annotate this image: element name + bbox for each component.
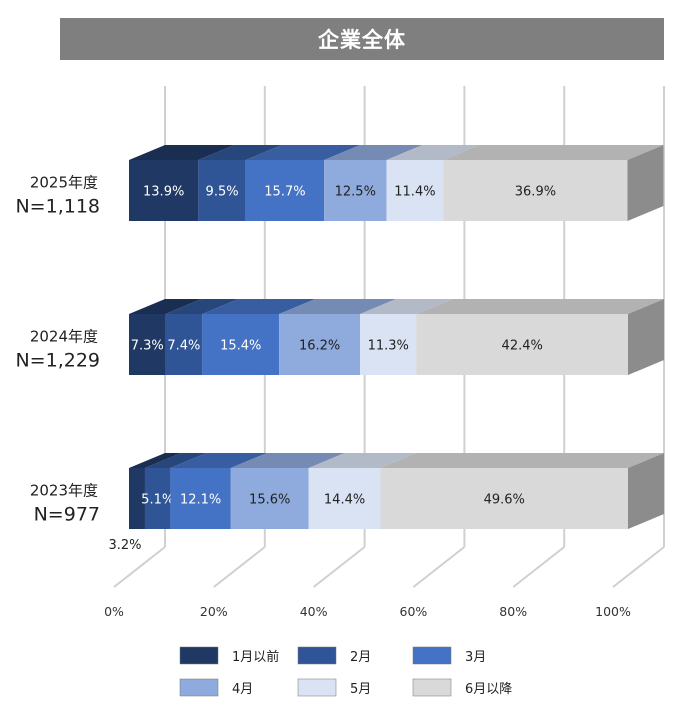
data-label: 7.3% [131, 339, 164, 354]
bar-segment [380, 468, 628, 529]
legend-swatch [179, 646, 219, 665]
bar-top-face [129, 145, 235, 160]
legend-label: 5月 [350, 682, 371, 697]
data-label: 15.6% [249, 493, 290, 508]
bar-top-face [129, 299, 202, 314]
data-label: 11.4% [394, 185, 435, 200]
gridline-floor [312, 546, 366, 588]
bar-top-face [386, 145, 480, 160]
legend-swatch [412, 678, 452, 697]
bar-top-face [416, 299, 664, 314]
gridline-floor [213, 546, 266, 588]
legend-label: 4月 [232, 682, 253, 697]
category-year-label: 2023年度 [30, 482, 98, 500]
bar-segment [198, 160, 246, 221]
bar-segment [324, 160, 387, 221]
chart-title: 企業全体 [60, 18, 664, 60]
category-n-label: N=1,229 [15, 350, 100, 372]
gridline-floor [113, 546, 166, 588]
bar-top-face [170, 453, 267, 468]
legend-label: 1月以前 [232, 649, 279, 665]
bar-top-face [202, 299, 316, 314]
bar-segment [129, 468, 145, 529]
legend: 1月以前 2月 3月 4月 5月 6月以降 [179, 646, 512, 697]
x-tick-label: 40% [300, 604, 328, 619]
data-label: 15.4% [220, 339, 261, 354]
bar-segment [144, 468, 171, 529]
bar-top-face [360, 299, 453, 314]
gridline-floor [612, 546, 665, 588]
bar-segment [129, 314, 166, 375]
data-label: 5.1% [141, 493, 174, 508]
data-label: 12.5% [335, 185, 376, 200]
legend-swatch [412, 646, 452, 665]
data-label: 49.6% [484, 493, 525, 508]
category-labels: 2025年度 N=1,118 2024年度 N=1,229 2023年度 N=977 [15, 174, 100, 526]
bar-top-face [245, 145, 361, 160]
data-label: 11.3% [368, 339, 409, 354]
data-label: 13.9% [143, 185, 184, 200]
legend-swatch [297, 678, 337, 697]
bar-segment [165, 314, 203, 375]
x-axis-ticks: 0% 20% 40% 60% 80% 100% [104, 604, 631, 619]
bars: 13.9% 9.5% 15.7% 12.5% 11.4% 36.9% 7.3% 7.4% 15.… [108, 145, 664, 553]
legend-swatch [179, 678, 219, 697]
x-tick-label: 20% [200, 604, 228, 619]
bar-top-face [380, 453, 664, 468]
bar-end-face [627, 145, 664, 221]
x-tick-label: 80% [499, 604, 527, 619]
bar-top-face [230, 453, 345, 468]
bar-segment [416, 314, 628, 375]
bar-top-face [279, 299, 397, 314]
category-year-label: 2025年度 [30, 174, 98, 192]
bar-top-face [129, 453, 181, 468]
bar-segment [443, 160, 628, 221]
bar-segment [279, 314, 361, 375]
gridline-floor [512, 546, 565, 588]
legend-label: 6月以降 [465, 682, 512, 697]
data-label: 16.2% [299, 339, 340, 354]
data-label: 42.4% [502, 339, 543, 354]
bar-end-face [628, 453, 664, 529]
bar-segment [230, 468, 309, 529]
x-tick-label: 60% [400, 604, 428, 619]
x-tick-label: 0% [104, 604, 124, 619]
x-tick-label: 100% [595, 604, 631, 619]
bar-end-face [628, 299, 664, 375]
bar-top-face [165, 299, 239, 314]
data-label: 12.1% [180, 493, 221, 508]
category-n-label: N=1,118 [15, 196, 100, 218]
data-label: 15.7% [264, 185, 305, 200]
category-n-label: N=977 [34, 504, 100, 526]
legend-swatch [297, 646, 337, 665]
bar-segment [360, 314, 417, 375]
data-label: 9.5% [206, 185, 239, 200]
data-label: 3.2% [108, 538, 141, 553]
bar-top-face [443, 145, 664, 160]
bar-top-face [324, 145, 423, 160]
bar-top-face [198, 145, 282, 160]
bar-segment [202, 314, 280, 375]
data-label: 14.4% [324, 493, 365, 508]
bar-segment [386, 160, 444, 221]
bar-segment [129, 160, 199, 221]
bar-segment [170, 468, 231, 529]
bar-segment [308, 468, 381, 529]
legend-label: 2月 [350, 650, 371, 665]
data-label: 7.4% [167, 339, 200, 354]
data-label: 36.9% [515, 185, 556, 200]
bar-top-face [144, 453, 207, 468]
legend-label: 3月 [465, 650, 486, 665]
category-year-label: 2024年度 [30, 328, 98, 346]
gridline-floor [412, 546, 466, 588]
bar-top-face [308, 453, 417, 468]
bar-segment [245, 160, 325, 221]
